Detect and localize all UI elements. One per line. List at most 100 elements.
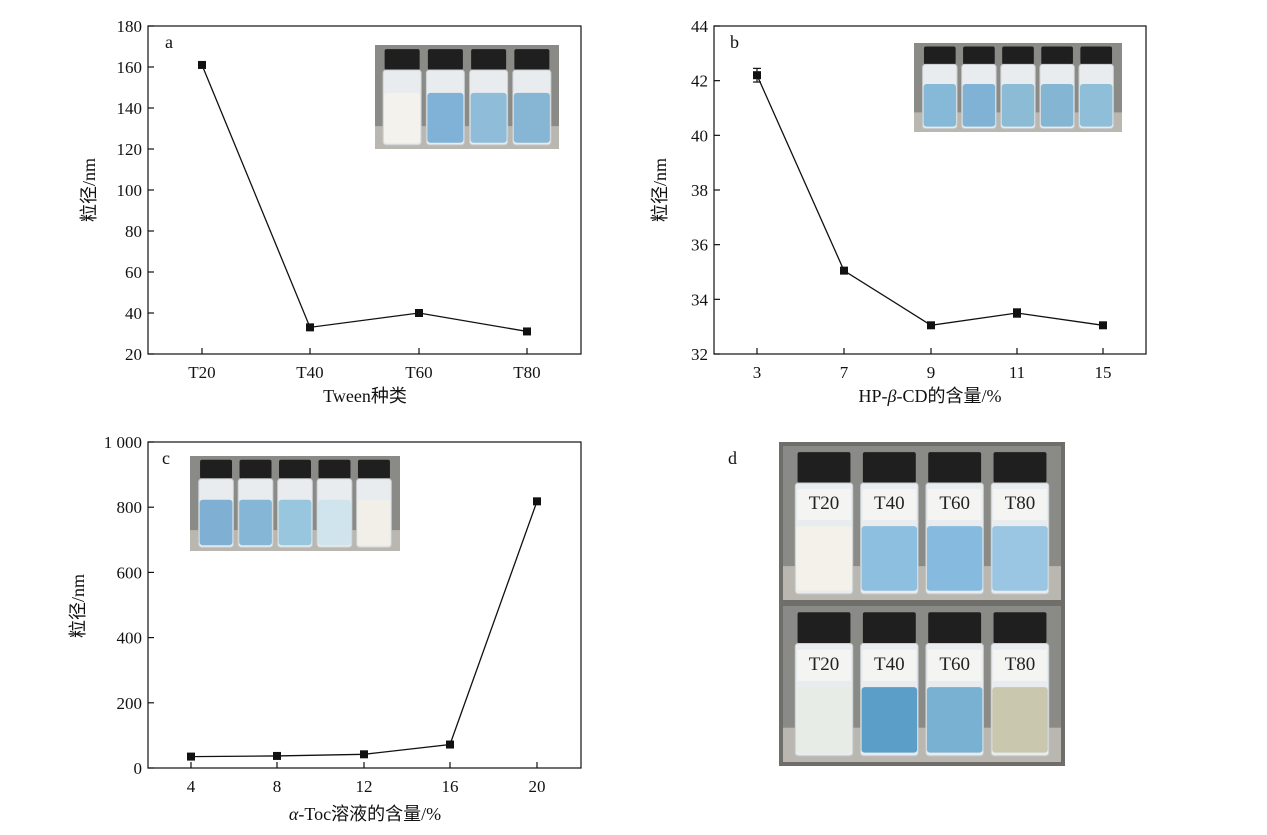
panel-b-data-point bbox=[927, 321, 935, 330]
panel-d-row2-vial-cap bbox=[797, 612, 851, 644]
panel-c-y-tick-label: 200 bbox=[117, 694, 143, 713]
panel-c-series bbox=[187, 497, 541, 761]
panel-c-inset-vial-cap bbox=[279, 459, 311, 479]
panel-a-y-tick-label: 180 bbox=[117, 17, 143, 36]
panel-c-data-point bbox=[533, 497, 541, 506]
panel-c-x-tick-label: 8 bbox=[273, 777, 282, 796]
panel-c: c 0 200 400 600 800 1 000 4 8 12 16 20 α-Toc溶液的含量… bbox=[68, 433, 582, 824]
panel-c-inset-vial-cap bbox=[318, 459, 351, 479]
panel-b-x-tick-label: 7 bbox=[840, 363, 849, 382]
panel-d-letter: d bbox=[728, 448, 737, 468]
panel-d-row2-vial-label-card bbox=[797, 649, 851, 681]
panel-b-data-point bbox=[1013, 309, 1021, 317]
panel-d-row1-vial-label-card bbox=[993, 489, 1047, 520]
panel-b-inset-vial-liquid bbox=[1040, 83, 1074, 127]
panel-b-y-tick-label: 44 bbox=[691, 17, 709, 36]
panel-d-row1-vial-liquid bbox=[926, 526, 983, 591]
panel-c-inset-photo bbox=[190, 456, 400, 551]
panel-a-inset-vial-cap bbox=[384, 49, 420, 70]
panel-b-data-point bbox=[753, 71, 761, 80]
panel-b-letter: b bbox=[730, 32, 739, 52]
panel-d-row2-vial-liquid bbox=[796, 687, 852, 753]
panel-b-inset-vial-cap bbox=[1041, 46, 1073, 65]
panel-c-x-tick-label: 4 bbox=[187, 777, 196, 796]
panel-d-row2-vial-label-card bbox=[862, 649, 917, 681]
panel-b-inset-photo bbox=[914, 43, 1122, 132]
panel-c-y-tick-label: 1 000 bbox=[104, 433, 142, 452]
panel-c-x-tick-label: 12 bbox=[356, 777, 373, 796]
panel-c-xlabel-alpha: α bbox=[289, 804, 299, 824]
panel-d-row2-vial-label-card bbox=[993, 649, 1047, 681]
panel-d-row2-vial-cap bbox=[993, 612, 1047, 644]
panel-a-x-ticks: T20 T40 T60 T80 bbox=[188, 348, 541, 382]
panel-c-x-axis-label: α-Toc溶液的含量/% bbox=[289, 804, 441, 824]
panel-b-y-tick-label: 42 bbox=[691, 72, 708, 91]
panel-a-inset-vial-cap bbox=[471, 49, 507, 70]
panel-a-inset-vial-cap bbox=[514, 49, 550, 70]
panel-c-data-point bbox=[273, 751, 281, 760]
panel-d-row2-vial-liquid bbox=[861, 687, 918, 753]
panel-c-y-tick-label: 600 bbox=[117, 563, 143, 582]
panel-b-x-axis-label: HP-β-CD的含量/% bbox=[859, 386, 1002, 406]
panel-b-x-tick-label: 11 bbox=[1009, 363, 1025, 382]
panel-d-row1-vial-label-text: T40 bbox=[874, 493, 905, 514]
panel-d-row1-vial-label-text: T60 bbox=[939, 493, 970, 514]
panel-c-y-axis-label: 粒径/nm bbox=[68, 574, 88, 638]
panel-d-row2-vial-label-text: T60 bbox=[939, 654, 970, 675]
panel-a-y-ticks: 20 40 60 80 100 120 140 160 180 bbox=[117, 17, 154, 364]
panel-d-photo: T20 T40 T60 T80 T20 T40 T60 T80 bbox=[779, 442, 1065, 766]
panel-a-y-tick-label: 160 bbox=[117, 58, 143, 77]
panel-b-inset-vial-liquid bbox=[1001, 83, 1035, 127]
panel-c-inset-vial-cap bbox=[200, 459, 233, 479]
panel-b-y-tick-label: 38 bbox=[691, 181, 708, 200]
panel-b-inset-vial-cap bbox=[923, 46, 956, 65]
panel-a-x-tick-label: T60 bbox=[405, 363, 432, 382]
panel-a-y-tick-label: 100 bbox=[117, 181, 143, 200]
panel-c-data-point bbox=[187, 752, 195, 761]
panel-c-letter: c bbox=[162, 448, 170, 468]
panel-b-x-ticks: 3 7 9 11 15 bbox=[753, 348, 1112, 382]
panel-d-row2-vial-cap bbox=[928, 612, 982, 644]
panel-c-inset-vial-liquid bbox=[199, 499, 233, 546]
panel-a-y-tick-label: 140 bbox=[117, 99, 143, 118]
panel-b-data-point bbox=[1099, 321, 1107, 330]
panel-a-y-tick-label: 60 bbox=[125, 263, 142, 282]
panel-a: a 20 40 60 80 100 120 140 160 180 T20 T40 T60 T80 T… bbox=[79, 17, 582, 406]
panel-c-y-ticks: 0 200 400 600 800 1 000 bbox=[104, 433, 154, 778]
panel-c-inset-vial-liquid bbox=[357, 499, 391, 546]
panel-b-x-tick-label: 9 bbox=[927, 363, 936, 382]
panel-c-x-ticks: 4 8 12 16 20 bbox=[187, 762, 546, 796]
panel-b-y-tick-label: 36 bbox=[691, 236, 708, 255]
panel-d-row1-vial-cap bbox=[928, 452, 982, 483]
panel-a-letter: a bbox=[165, 32, 173, 52]
panel-b-y-tick-label: 32 bbox=[691, 345, 708, 364]
panel-a-x-axis-label: Tween种类 bbox=[323, 386, 407, 406]
panel-b-y-tick-label: 40 bbox=[691, 126, 708, 145]
panel-a-y-tick-label: 40 bbox=[125, 304, 142, 323]
panel-c-inset-vial-cap bbox=[357, 459, 390, 479]
panel-d-row2-vial-liquid bbox=[926, 687, 983, 753]
panel-d-row1-vial-label-text: T20 bbox=[809, 493, 840, 514]
panel-b-inset-vial-cap bbox=[1080, 46, 1113, 65]
panel-a-data-point bbox=[198, 60, 206, 69]
panel-d-row1-vial-label-card bbox=[797, 489, 851, 520]
panel-b-inset-vial-liquid bbox=[1080, 83, 1113, 127]
panel-d-row1-vial-label-card bbox=[927, 489, 982, 520]
panel-a-y-tick-label: 20 bbox=[125, 345, 142, 364]
panel-c-inset-vial-cap bbox=[239, 459, 272, 479]
panel-a-x-tick-label: T20 bbox=[188, 363, 215, 382]
panel-c-inset-vial-liquid bbox=[239, 499, 272, 546]
panel-a-inset-vial-liquid bbox=[427, 92, 464, 143]
panel-a-y-axis-label: 粒径/nm bbox=[79, 158, 99, 222]
panel-b-y-tick-label: 34 bbox=[691, 290, 709, 309]
panel-d-row2-vial-cap bbox=[862, 612, 916, 644]
panel-b: b 32 34 36 38 40 42 44 3 7 9 11 15 HP-β-CD的含量/% 粒径… bbox=[650, 17, 1147, 406]
panel-d-row2-vial-liquid bbox=[992, 687, 1048, 753]
panel-a-data-point bbox=[306, 323, 314, 332]
panel-b-inset-vial-liquid bbox=[923, 83, 956, 127]
panel-c-x-tick-label: 20 bbox=[529, 777, 546, 796]
panel-c-data-point bbox=[446, 740, 454, 749]
panel-d-row1-vial-label-card bbox=[862, 489, 917, 520]
panel-d-row1-vial-cap bbox=[993, 452, 1047, 483]
panel-b-series bbox=[753, 67, 1107, 330]
